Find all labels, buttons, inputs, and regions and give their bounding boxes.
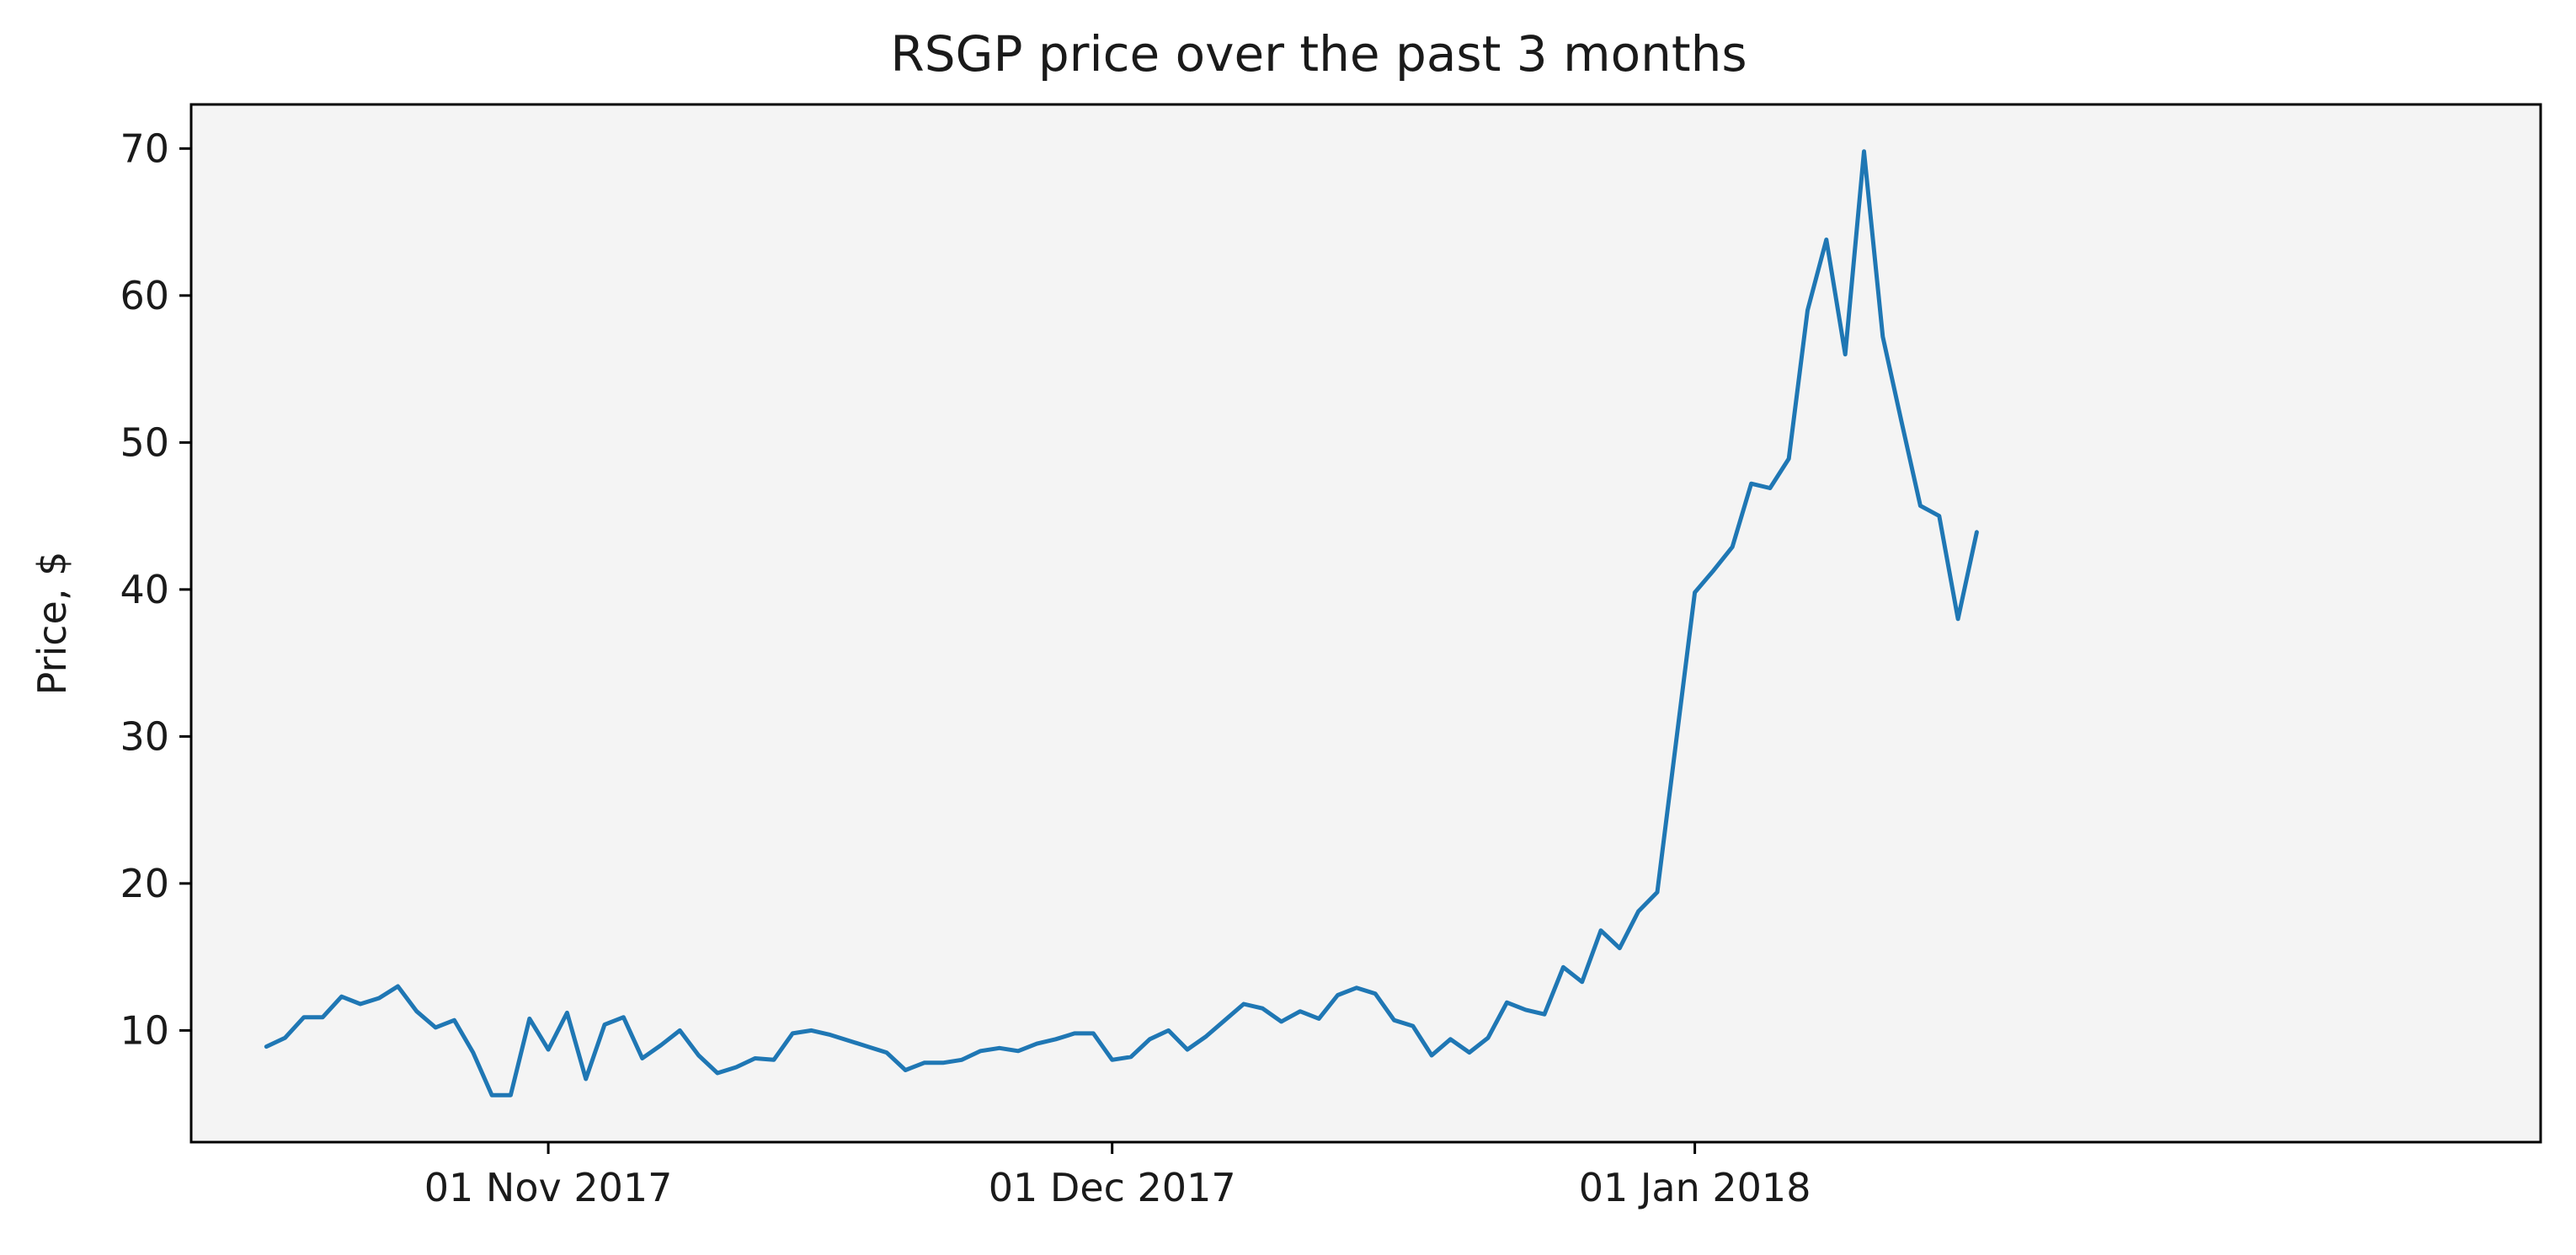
x-axis: 01 Nov 2017 01 Dec 2017 01 Jan 2018 xyxy=(424,1142,1811,1210)
y-tick-label: 60 xyxy=(120,273,169,318)
x-tick-label: 01 Nov 2017 xyxy=(424,1165,673,1210)
chart-title: RSGP price over the past 3 months xyxy=(890,25,1747,83)
x-tick-label: 01 Jan 2018 xyxy=(1579,1165,1811,1210)
y-axis-label: Price, $ xyxy=(29,552,75,696)
y-tick-label: 70 xyxy=(120,125,169,171)
y-axis: 10 20 30 40 50 60 70 xyxy=(120,125,191,1053)
y-tick-label: 10 xyxy=(120,1007,169,1053)
y-tick-label: 40 xyxy=(120,567,169,612)
price-series-line xyxy=(264,149,1979,1097)
y-tick-label: 20 xyxy=(120,861,169,906)
y-tick-label: 30 xyxy=(120,713,169,759)
y-tick-label: 50 xyxy=(120,419,169,465)
plot-area xyxy=(191,104,2541,1142)
plot-frame xyxy=(189,103,2542,1144)
x-tick-label: 01 Dec 2017 xyxy=(989,1165,1236,1210)
